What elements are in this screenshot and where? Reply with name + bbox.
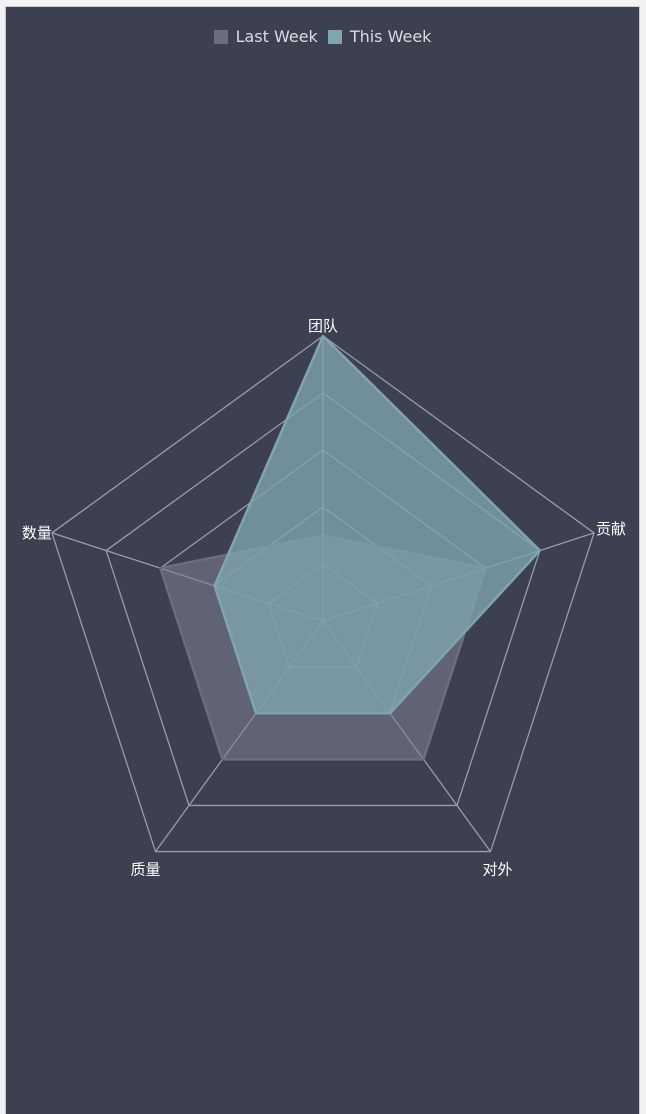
legend-label-last-week: Last Week [235,27,318,46]
axis-label-1: 团队 [308,317,338,335]
legend-swatch-this-week [327,29,342,44]
grid-ring-5 [51,335,595,853]
chart-container: Last Week This Week 团队贡献对外 质量 数量 [5,6,640,1114]
legend-label-this-week: This Week [349,27,432,46]
legend-item-last-week[interactable]: Last Week [213,27,318,46]
series-area-this-week [213,334,542,715]
axis-label-4: 质量 [130,861,160,879]
legend-item-this-week[interactable]: This Week [327,27,432,46]
axis-label-3: 对外 [483,861,513,879]
legend: Last Week This Week [6,27,639,46]
axis-label-2: 贡献 [596,520,626,538]
legend-swatch-last-week [213,29,228,44]
axis-label-5: 数量 [22,524,52,542]
